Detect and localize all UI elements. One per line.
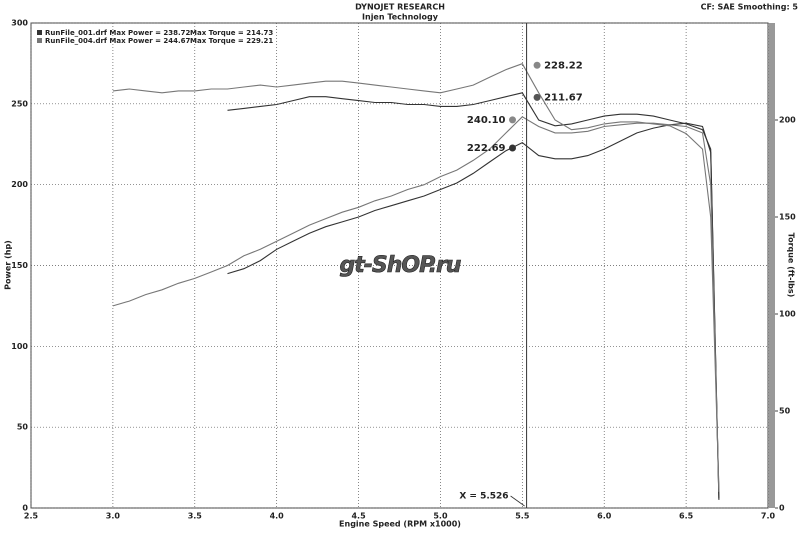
x-tick-label: 4.5	[351, 512, 366, 521]
series-line	[112, 63, 720, 489]
x-tick-label: 4.0	[270, 512, 285, 521]
y2-tick-label: 150	[779, 213, 796, 222]
y-tick-label: 300	[11, 19, 28, 28]
y-tick-label: 250	[11, 99, 28, 108]
y-tick-label: 200	[11, 180, 28, 189]
settings-text: CF: SAE Smoothing: 5	[701, 3, 799, 12]
series-line	[227, 122, 720, 500]
annotation-label: 211.67	[544, 92, 583, 103]
series-line	[112, 116, 720, 492]
legend-swatch	[37, 30, 42, 35]
right-axis-bar	[768, 23, 775, 508]
x-tick-label: 6.5	[679, 512, 694, 521]
y2-tick-label: 100	[779, 310, 796, 319]
x-tick-label: 3.0	[106, 512, 121, 521]
series-line	[227, 92, 720, 499]
y2-axis-label: Torque (ft-lbs)	[787, 233, 796, 298]
annotation-marker	[509, 116, 517, 124]
x-tick-label: 5.0	[433, 512, 448, 521]
annotation-label: 228.22	[544, 60, 583, 71]
y2-tick-label: 200	[779, 116, 796, 125]
y-tick-label: 100	[11, 342, 28, 351]
x-tick-label: 7.0	[761, 512, 776, 521]
y-tick-label: 0	[22, 504, 28, 513]
legend-text: RunFile_004.drf Max Power = 244.67	[45, 37, 191, 45]
annotation-label: 240.10	[467, 115, 506, 126]
y-tick-label: 150	[11, 261, 28, 270]
x-tick-label: 5.5	[515, 512, 530, 521]
legend-text: RunFile_001.drf Max Power = 238.72	[45, 29, 191, 37]
annotation-marker	[533, 61, 541, 69]
annotation-label: 222.69	[467, 143, 506, 154]
chart-subtitle: Injen Technology	[362, 13, 439, 22]
x-axis-label: Engine Speed (RPM x1000)	[339, 520, 461, 529]
y2-tick-label: 0	[779, 504, 785, 513]
x-tick-label: 3.5	[188, 512, 203, 521]
cursor-label: X = 5.526	[459, 492, 508, 502]
annotation-marker	[509, 144, 517, 152]
x-tick-label: 6.0	[597, 512, 612, 521]
legend-text: Max Torque = 214.73	[190, 29, 273, 37]
legend-swatch	[37, 38, 42, 43]
legend-text: Max Torque = 229.21	[190, 37, 273, 45]
y2-tick-label: 50	[779, 407, 791, 416]
annotation-marker	[533, 93, 541, 101]
y-tick-label: 50	[17, 423, 29, 432]
x-tick-label: 2.5	[24, 512, 39, 521]
chart-title: DYNOJET RESEARCH	[355, 3, 445, 12]
cursor-pointer	[510, 495, 525, 507]
y-axis-label: Power (hp)	[4, 240, 13, 290]
